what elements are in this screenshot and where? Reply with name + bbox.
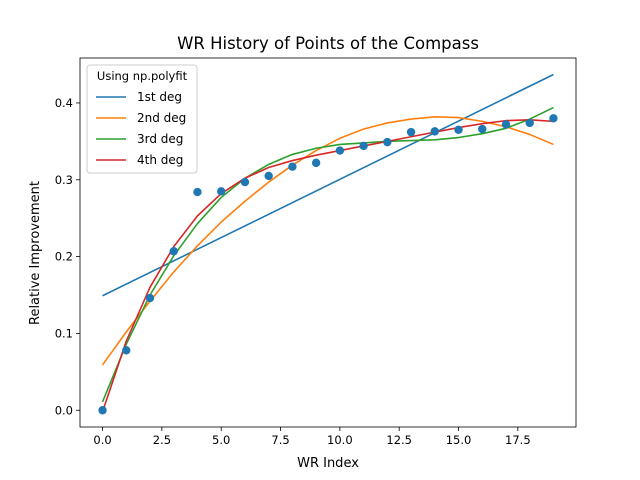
x-tick-label: 7.5 — [271, 433, 289, 447]
data-point — [335, 146, 345, 155]
legend-title: Using np.polyfit — [97, 69, 188, 83]
legend: Using np.polyfit 1st deg 2nd deg 3rd deg 4th… — [86, 64, 198, 174]
x-tick-label: 17.5 — [505, 433, 531, 447]
series-line-1st-deg — [102, 73, 554, 297]
data-point — [501, 120, 511, 129]
legend-label: 2nd deg — [137, 111, 186, 125]
y-axis-label: Relative Improvement — [28, 181, 43, 325]
data-point — [122, 346, 131, 355]
y-tick-label: 0.1 — [55, 326, 73, 340]
legend-label: 4th deg — [137, 153, 183, 167]
data-point — [359, 141, 368, 151]
data-point — [525, 118, 534, 128]
legend-label: 1st deg — [137, 90, 182, 104]
x-tick-label: 2.5 — [153, 433, 171, 447]
legend-label: 3rd deg — [137, 132, 183, 146]
y-tick-label: 0.2 — [55, 250, 73, 264]
x-tick-label: 10.0 — [327, 433, 353, 447]
x-tick-label: 15.0 — [446, 433, 472, 447]
x-tick-label: 5.0 — [212, 433, 230, 447]
data-point — [454, 125, 463, 135]
data-point — [264, 171, 273, 181]
data-point — [288, 162, 297, 171]
axes-frame — [79, 57, 577, 428]
series-line-4th-deg — [101, 119, 554, 413]
data-point — [217, 187, 226, 196]
y-tick-label: 0.4 — [55, 96, 73, 110]
y-tick-label: 0.3 — [55, 173, 73, 187]
data-point — [549, 114, 558, 123]
x-tick-label: 12.5 — [386, 433, 412, 447]
data-point — [478, 124, 487, 134]
data-point — [240, 177, 250, 187]
data-point — [430, 127, 439, 136]
data-point — [98, 406, 107, 415]
chart-title: WR History of Points of the Compass — [177, 34, 479, 53]
x-tick-label: 0.0 — [93, 433, 111, 447]
plot-area: 0.0 2.5 5.0 7.5 10.0 12.5 15.0 17.5 0.0 0.1 0.2 0.3… — [55, 57, 577, 447]
data-point — [311, 158, 321, 168]
data-point — [406, 127, 416, 137]
x-axis-label: WR Index — [297, 456, 359, 471]
series-line-2nd-deg — [101, 115, 554, 366]
legend-box — [86, 64, 198, 174]
data-point — [169, 247, 178, 256]
data-point — [193, 187, 202, 197]
y-tick-label: 0.0 — [55, 403, 73, 417]
data-point — [383, 137, 392, 147]
data-point — [145, 293, 155, 303]
